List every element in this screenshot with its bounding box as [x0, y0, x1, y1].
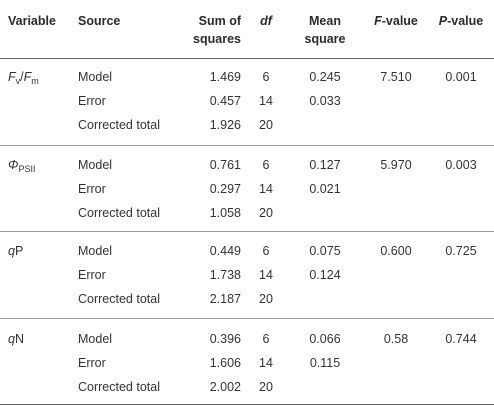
table-row: Corrected total 1.058 20 [0, 205, 494, 225]
f-value-cell: 7.510 [380, 70, 412, 84]
p-value-cell: 0.725 [445, 244, 477, 258]
group-divider [0, 145, 494, 146]
df-cell: 20 [259, 118, 273, 132]
table-row: Error 1.606 14 0.115 [0, 355, 494, 375]
ss-cell: 0.297 [209, 182, 241, 196]
df-cell: 6 [262, 244, 270, 258]
bottom-rule [0, 404, 494, 405]
df-cell: 14 [259, 268, 273, 282]
ss-cell: 0.396 [209, 332, 241, 346]
f-value-cell: 0.600 [380, 244, 412, 258]
df-cell: 14 [259, 182, 273, 196]
table-row: Model 1.469 6 0.245 7.510 0.001 [0, 69, 494, 89]
table-row: Model 0.396 6 0.066 0.58 0.744 [0, 331, 494, 351]
df-cell: 20 [259, 292, 273, 306]
header-mean-square-line2: square [304, 32, 346, 46]
ms-cell: 0.245 [309, 70, 341, 84]
df-cell: 6 [262, 332, 270, 346]
source-cell: Corrected total [78, 118, 160, 132]
ss-cell: 1.469 [209, 70, 241, 84]
f-value-cell: 5.970 [380, 158, 412, 172]
source-cell: Model [78, 158, 113, 172]
ss-cell: 2.002 [209, 380, 241, 394]
source-cell: Model [78, 332, 113, 346]
df-cell: 14 [259, 356, 273, 370]
table-header: Variable Source Sum of squares df Mean s… [0, 0, 494, 58]
header-sum-of-squares-line2: squares [193, 32, 241, 46]
group-divider [0, 318, 494, 319]
p-value-cell: 0.001 [445, 70, 477, 84]
source-cell: Corrected total [78, 380, 160, 394]
header-f-value: F-value [374, 14, 418, 28]
header-rule [0, 58, 494, 59]
header-source: Source [78, 14, 121, 28]
header-mean-square-line1: Mean [309, 14, 341, 28]
ms-cell: 0.021 [309, 182, 341, 196]
source-cell: Corrected total [78, 206, 160, 220]
ss-cell: 1.606 [209, 356, 241, 370]
variable-qn: qN [8, 332, 24, 346]
ms-cell: 0.115 [309, 356, 341, 370]
source-cell: Error [78, 94, 106, 108]
ss-cell: 1.738 [209, 268, 241, 282]
source-cell: Corrected total [78, 292, 160, 306]
ms-cell: 0.127 [309, 158, 341, 172]
table-row: Error 1.738 14 0.124 [0, 267, 494, 287]
df-cell: 6 [262, 158, 270, 172]
ss-cell: 1.926 [209, 118, 241, 132]
df-cell: 20 [259, 380, 273, 394]
ms-cell: 0.124 [309, 268, 341, 282]
source-cell: Error [78, 356, 106, 370]
table-row: Error 0.297 14 0.021 [0, 181, 494, 201]
table-row: Corrected total 1.926 20 [0, 117, 494, 137]
ss-cell: 0.761 [209, 158, 241, 172]
table-row: Error 0.457 14 0.033 [0, 93, 494, 113]
ms-cell: 0.033 [309, 94, 341, 108]
header-variable: Variable [8, 14, 56, 28]
table-row: Corrected total 2.187 20 [0, 291, 494, 311]
ss-cell: 0.449 [209, 244, 241, 258]
source-cell: Error [78, 268, 106, 282]
variable-qp: qP [8, 244, 24, 258]
f-value-cell: 0.58 [383, 332, 409, 346]
p-value-cell: 0.003 [445, 158, 477, 172]
df-cell: 14 [259, 94, 273, 108]
ms-cell: 0.066 [309, 332, 341, 346]
source-cell: Model [78, 70, 113, 84]
header-p-value: P-value [438, 14, 484, 28]
variable-fv-fm: Fv/Fm [8, 70, 39, 86]
ms-cell: 0.075 [309, 244, 341, 258]
ss-cell: 1.058 [209, 206, 241, 220]
df-cell: 20 [259, 206, 273, 220]
ss-cell: 2.187 [209, 292, 241, 306]
source-cell: Error [78, 182, 106, 196]
variable-phi-psii: ΦPSII [8, 158, 36, 174]
header-sum-of-squares-line1: Sum of [198, 14, 241, 28]
table-row: Model 0.449 6 0.075 0.600 0.725 [0, 243, 494, 263]
source-cell: Model [78, 244, 113, 258]
df-cell: 6 [262, 70, 270, 84]
header-df: df [260, 14, 272, 28]
p-value-cell: 0.744 [445, 332, 477, 346]
table-row: Model 0.761 6 0.127 5.970 0.003 [0, 157, 494, 177]
group-divider [0, 231, 494, 232]
ss-cell: 0.457 [209, 94, 241, 108]
table-row: Corrected total 2.002 20 [0, 379, 494, 399]
